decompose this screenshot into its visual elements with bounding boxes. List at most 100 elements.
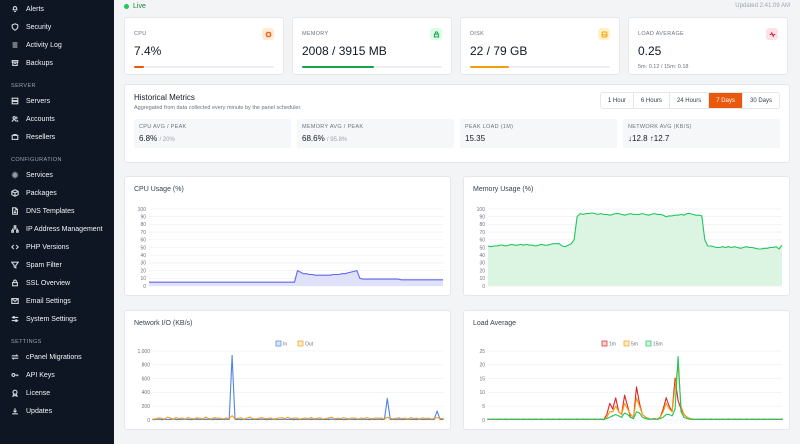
- sidebar-item-label: Security: [26, 23, 52, 31]
- chart-title: Network I/O (KB/s): [134, 320, 193, 327]
- summary-memory-avg-peak: MEMORY AVG / PEAK 68.6% / 95.8%: [297, 119, 454, 148]
- sidebar-item-label: License: [26, 389, 51, 397]
- sidebar-item-services[interactable]: Services: [0, 166, 114, 184]
- summary-extra-value: / 20%: [159, 137, 175, 143]
- series-line-out: [152, 415, 444, 420]
- stat-value: 7.4%: [134, 44, 162, 58]
- y-tick-label: 80: [140, 222, 146, 228]
- sidebar-item-updates[interactable]: Updates: [0, 402, 114, 420]
- sidebar-item-label: Activity Log: [26, 41, 62, 49]
- sidebar-item-ip-address-management[interactable]: IP Address Management: [0, 220, 114, 238]
- sidebar-item-label: Email Settings: [26, 297, 71, 305]
- data-point: [683, 416, 685, 418]
- stat-progress-bar: [470, 66, 610, 68]
- topbar: Live Updated 2:41:09 AM: [124, 0, 790, 12]
- data-point: [674, 386, 676, 388]
- sidebar: Alerts Security Activity Log Backups SERVER S…: [0, 0, 114, 444]
- data-point: [710, 418, 712, 421]
- sidebar-item-accounts[interactable]: Accounts: [0, 110, 114, 128]
- data-point: [505, 418, 507, 421]
- y-tick-label: 30: [479, 261, 485, 267]
- range-button-24-hours[interactable]: 24 Hours: [669, 93, 710, 108]
- summary-main-value: 68.6%: [302, 134, 325, 143]
- series-line-in: [152, 355, 443, 421]
- data-point: [336, 417, 339, 419]
- y-tick-label: 400: [142, 390, 151, 396]
- data-point: [576, 418, 578, 421]
- y-tick-label: 0: [482, 418, 485, 424]
- data-point: [665, 397, 667, 399]
- sidebar-item-api-keys[interactable]: API Keys: [0, 366, 114, 384]
- data-point: [620, 416, 623, 418]
- data-point: [612, 408, 614, 410]
- range-button-6-hours[interactable]: 6 Hours: [633, 93, 670, 108]
- server-icon: [11, 97, 19, 105]
- data-point: [257, 418, 260, 421]
- main-content: Live Updated 2:41:09 AM CPU 7.4% MEMORY …: [114, 0, 800, 444]
- legend-label: 1m: [609, 342, 616, 348]
- live-label: Live: [133, 2, 146, 10]
- sidebar-item-label: Accounts: [26, 115, 55, 123]
- range-button-30-days[interactable]: 30 Days: [742, 93, 779, 108]
- sidebar-item-label: System Settings: [26, 315, 77, 323]
- y-tick-label: 70: [479, 230, 485, 236]
- stat-card-cpu: CPU 7.4%: [124, 17, 284, 75]
- sidebar-item-packages[interactable]: Packages: [0, 184, 114, 202]
- sidebar-item-dns-templates[interactable]: DNS Templates: [0, 202, 114, 220]
- y-tick-label: 15: [479, 376, 485, 382]
- sidebar-item-system-settings[interactable]: System Settings: [0, 310, 114, 328]
- sidebar-item-backups[interactable]: Backups: [0, 54, 114, 72]
- data-point: [380, 417, 383, 419]
- summary-network-avg-kb-s-: NETWORK AVG (KB/S) ↓12.8 ↑12.7: [623, 119, 780, 148]
- sidebar-item-resellers[interactable]: Resellers: [0, 128, 114, 146]
- sidebar-item-php-versions[interactable]: PHP Versions: [0, 238, 114, 256]
- data-point: [231, 415, 233, 417]
- data-point: [745, 418, 748, 421]
- chart-title: Load Average: [473, 320, 517, 327]
- sidebar-item-ssl-overview[interactable]: SSL Overview: [0, 274, 114, 292]
- sidebar-item-label: DNS Templates: [26, 207, 75, 215]
- range-button-1-hour[interactable]: 1 Hour: [600, 93, 634, 108]
- sidebar-item-label: cPanel Migrations: [26, 353, 82, 361]
- sidebar-item-activity-log[interactable]: Activity Log: [0, 36, 114, 54]
- time-range-selector: 1 Hour 6 Hours 24 Hours 7 Days 30 Days: [599, 92, 780, 109]
- y-tick-label: 30: [140, 261, 146, 267]
- data-point: [674, 377, 676, 380]
- y-tick-label: 1,000: [137, 349, 150, 355]
- y-tick-label: 40: [479, 253, 485, 259]
- sidebar-item-cpanel-migrations[interactable]: cPanel Migrations: [0, 348, 114, 366]
- range-button-7-days[interactable]: 7 Days: [709, 93, 743, 108]
- data-point: [772, 418, 774, 421]
- data-point: [674, 408, 676, 410]
- series-line-15m: [488, 355, 782, 420]
- sidebar-item-security[interactable]: Security: [0, 18, 114, 36]
- package-icon: [11, 189, 19, 197]
- summary-value: 68.6% / 95.8%: [302, 134, 347, 143]
- legend-swatch: [623, 340, 630, 347]
- stat-progress-bar: [302, 66, 442, 68]
- data-point: [213, 417, 216, 419]
- summary-peak-load-1m-: PEAK LOAD (1M) 15.35: [460, 119, 617, 148]
- y-tick-label: 90: [479, 215, 485, 221]
- series-line: [149, 270, 443, 283]
- sidebar-item-spam-filter[interactable]: Spam Filter: [0, 256, 114, 274]
- data-point: [763, 418, 765, 421]
- data-point: [328, 418, 330, 421]
- download-icon: [11, 407, 19, 415]
- data-point: [629, 413, 632, 416]
- stat-card-memory: MEMORY 2008 / 3915 MB: [292, 17, 452, 75]
- sidebar-item-email-settings[interactable]: Email Settings: [0, 292, 114, 310]
- stat-progress-bar: [134, 66, 274, 68]
- data-point: [718, 418, 721, 421]
- sidebar-item-license[interactable]: License: [0, 384, 114, 402]
- sidebar-item-servers[interactable]: Servers: [0, 92, 114, 110]
- list-icon: [11, 41, 19, 49]
- data-point: [292, 417, 295, 419]
- y-tick-label: 25: [479, 349, 485, 355]
- sidebar-item-alerts[interactable]: Alerts: [0, 0, 114, 18]
- summary-main-value: 6.8%: [139, 134, 158, 143]
- stat-label: DISK: [470, 31, 485, 37]
- data-point: [558, 418, 560, 421]
- y-tick-label: 50: [479, 245, 485, 251]
- live-indicator: Live: [124, 3, 146, 10]
